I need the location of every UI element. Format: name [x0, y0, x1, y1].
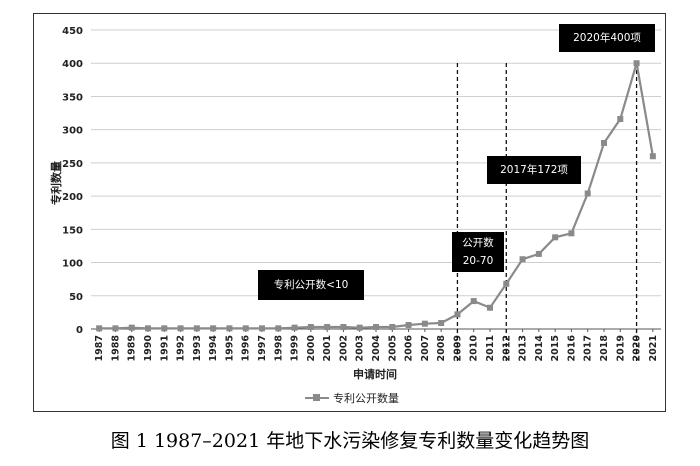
x-tick-label: 2014	[534, 335, 545, 362]
data-point	[96, 325, 103, 332]
x-tick-label: 1987	[94, 335, 105, 361]
annotation-text-1: 专利公开数<10	[273, 279, 349, 291]
figure-frame	[33, 13, 666, 412]
x-tick-label: 2011	[485, 335, 496, 361]
x-tick-label: 1990	[143, 335, 154, 362]
data-point	[405, 322, 412, 329]
x-tick-label: 2021	[648, 335, 659, 361]
data-point	[649, 153, 656, 160]
x-tick-label: 2001	[322, 335, 333, 361]
y-tick-label: 350	[62, 92, 83, 103]
x-tick-label: 1992	[176, 335, 187, 361]
y-tick-label: 50	[69, 292, 83, 303]
x-axis-title: 申请时间	[353, 368, 397, 381]
data-point	[617, 116, 624, 123]
x-tick-label: 2009	[452, 335, 463, 361]
x-tick-label: 1991	[159, 335, 170, 361]
x-tick-label: 1997	[257, 335, 268, 361]
data-point	[226, 325, 233, 332]
data-point	[291, 324, 298, 331]
x-tick-label: 2019	[615, 335, 626, 361]
x-tick-label: 1995	[224, 335, 235, 361]
legend-swatch	[305, 393, 329, 403]
data-point	[161, 325, 168, 332]
y-tick-label: 450	[62, 26, 83, 37]
x-tick-label: 2000	[306, 335, 317, 362]
data-point	[535, 250, 542, 257]
x-tick-label: 2017	[583, 335, 594, 361]
data-point	[552, 234, 559, 241]
data-point	[633, 60, 640, 67]
data-point	[454, 311, 461, 318]
data-point	[259, 325, 265, 332]
data-point	[487, 304, 493, 311]
y-tick-label: 200	[62, 192, 83, 203]
y-tick-label: 150	[62, 225, 83, 236]
data-point	[193, 325, 200, 332]
y-axis-title-wrap: 专利数量	[47, 148, 65, 218]
x-tick-label: 1994	[208, 335, 219, 362]
x-tick-label: 2015	[550, 335, 561, 361]
data-point	[275, 325, 282, 332]
annotation-box-2: 公开数 20-70	[452, 232, 504, 272]
x-tick-label: 2020	[632, 335, 643, 362]
y-tick-label: 100	[62, 259, 83, 270]
x-tick-label: 2012	[501, 335, 512, 361]
x-tick-label: 1988	[110, 335, 121, 362]
x-tick-label: 2013	[518, 335, 529, 361]
data-point	[145, 325, 151, 332]
x-tick-label: 1998	[273, 335, 284, 362]
annotation-text-4: 2020年400项	[573, 32, 641, 44]
data-point	[470, 298, 477, 305]
data-point	[112, 325, 119, 332]
figure-caption: 图 1 1987–2021 年地下水污染修复专利数量变化趋势图	[110, 430, 590, 452]
x-tick-label: 1989	[127, 335, 138, 361]
data-point	[177, 325, 184, 332]
y-tick-label: 0	[76, 325, 83, 336]
annotation-text-2a: 公开数	[462, 237, 494, 249]
y-tick-label: 300	[62, 126, 83, 137]
x-tick-label: 2005	[387, 335, 398, 361]
data-point	[210, 325, 217, 332]
data-point	[128, 324, 135, 331]
x-tick-label: 2002	[338, 335, 349, 361]
data-point	[356, 324, 363, 331]
annotation-text-2b: 20-70	[462, 255, 494, 267]
x-tick-label: 2006	[404, 335, 415, 362]
y-tick-label: 400	[62, 59, 83, 70]
x-tick-label: 1999	[290, 335, 301, 361]
x-tick-label: 2008	[436, 335, 447, 362]
data-point	[307, 324, 314, 331]
data-point	[389, 324, 396, 331]
x-tick-label: 2018	[599, 335, 610, 362]
x-tick-label: 1996	[241, 335, 252, 362]
legend: 专利公开数量	[305, 390, 399, 406]
data-point	[438, 320, 445, 327]
data-point	[340, 324, 347, 331]
annotation-box-3: 2017年172项	[487, 156, 581, 184]
data-point	[584, 190, 591, 197]
y-tick-label: 250	[62, 159, 83, 170]
x-tick-label: 2003	[355, 335, 366, 361]
legend-label: 专利公开数量	[333, 392, 399, 405]
data-point	[503, 280, 510, 287]
x-tick-label: 2007	[420, 335, 431, 361]
x-tick-label: 2016	[566, 335, 577, 362]
y-axis-title: 专利数量	[50, 161, 63, 205]
data-point	[324, 324, 331, 331]
annotation-box-4: 2020年400项	[559, 24, 655, 52]
data-point	[601, 139, 607, 146]
annotation-text-3: 2017年172项	[500, 164, 568, 176]
data-point	[421, 320, 428, 327]
x-tick-label: 1993	[192, 335, 203, 361]
x-tick-label: 2004	[371, 335, 382, 362]
data-point	[568, 230, 575, 237]
x-tick-label: 2010	[469, 335, 480, 362]
data-point	[373, 324, 379, 331]
data-point	[242, 325, 249, 332]
annotation-box-1: 专利公开数<10	[258, 270, 364, 300]
data-point	[519, 256, 526, 263]
